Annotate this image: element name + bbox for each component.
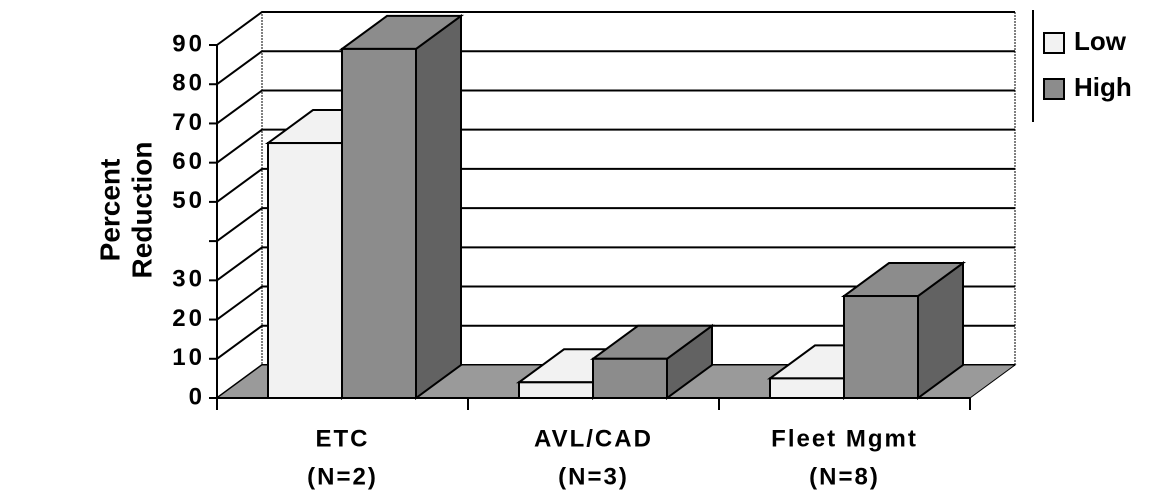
grid-line [216, 324, 1015, 360]
bar [518, 381, 594, 399]
y-axis-label: Reduction [126, 142, 157, 279]
y-tick-label: 0 [189, 383, 205, 410]
bar [592, 357, 668, 399]
grid-line [216, 246, 1015, 282]
y-tick-label: 20 [172, 305, 205, 332]
bar [769, 377, 845, 399]
grid-line [216, 50, 1015, 86]
legend-label: High [1074, 72, 1132, 102]
y-tick-label: 30 [172, 266, 205, 293]
x-tick-note: (N=3) [558, 463, 629, 490]
legend-label: Low [1074, 26, 1127, 56]
grid-line [216, 89, 1015, 125]
x-tick-label: ETC [316, 425, 370, 452]
bar-side [415, 13, 462, 400]
x-tick-label: AVL/CAD [534, 425, 653, 452]
y-tick-label: 10 [172, 344, 205, 371]
grid-line [216, 207, 1015, 242]
y-tick-label: 50 [172, 187, 205, 214]
y-axis-label: Percent [94, 159, 125, 262]
x-tick-label: Fleet Mgmt [771, 425, 918, 452]
y-tick-label: 70 [172, 109, 205, 136]
y-tick-label: 90 [172, 30, 205, 57]
x-tick-note: (N=8) [809, 463, 880, 490]
bar [267, 142, 343, 399]
grid-line [216, 11, 1015, 46]
grid-line [216, 167, 1015, 203]
bar [341, 47, 417, 400]
legend-swatch [1043, 32, 1065, 54]
x-tick-note: (N=2) [307, 463, 378, 490]
grid-line [216, 285, 1015, 321]
bar [843, 295, 919, 399]
grid-line [216, 128, 1015, 164]
y-tick-label: 60 [172, 148, 205, 175]
y-tick-label: 80 [172, 70, 205, 97]
legend-swatch [1043, 78, 1065, 100]
